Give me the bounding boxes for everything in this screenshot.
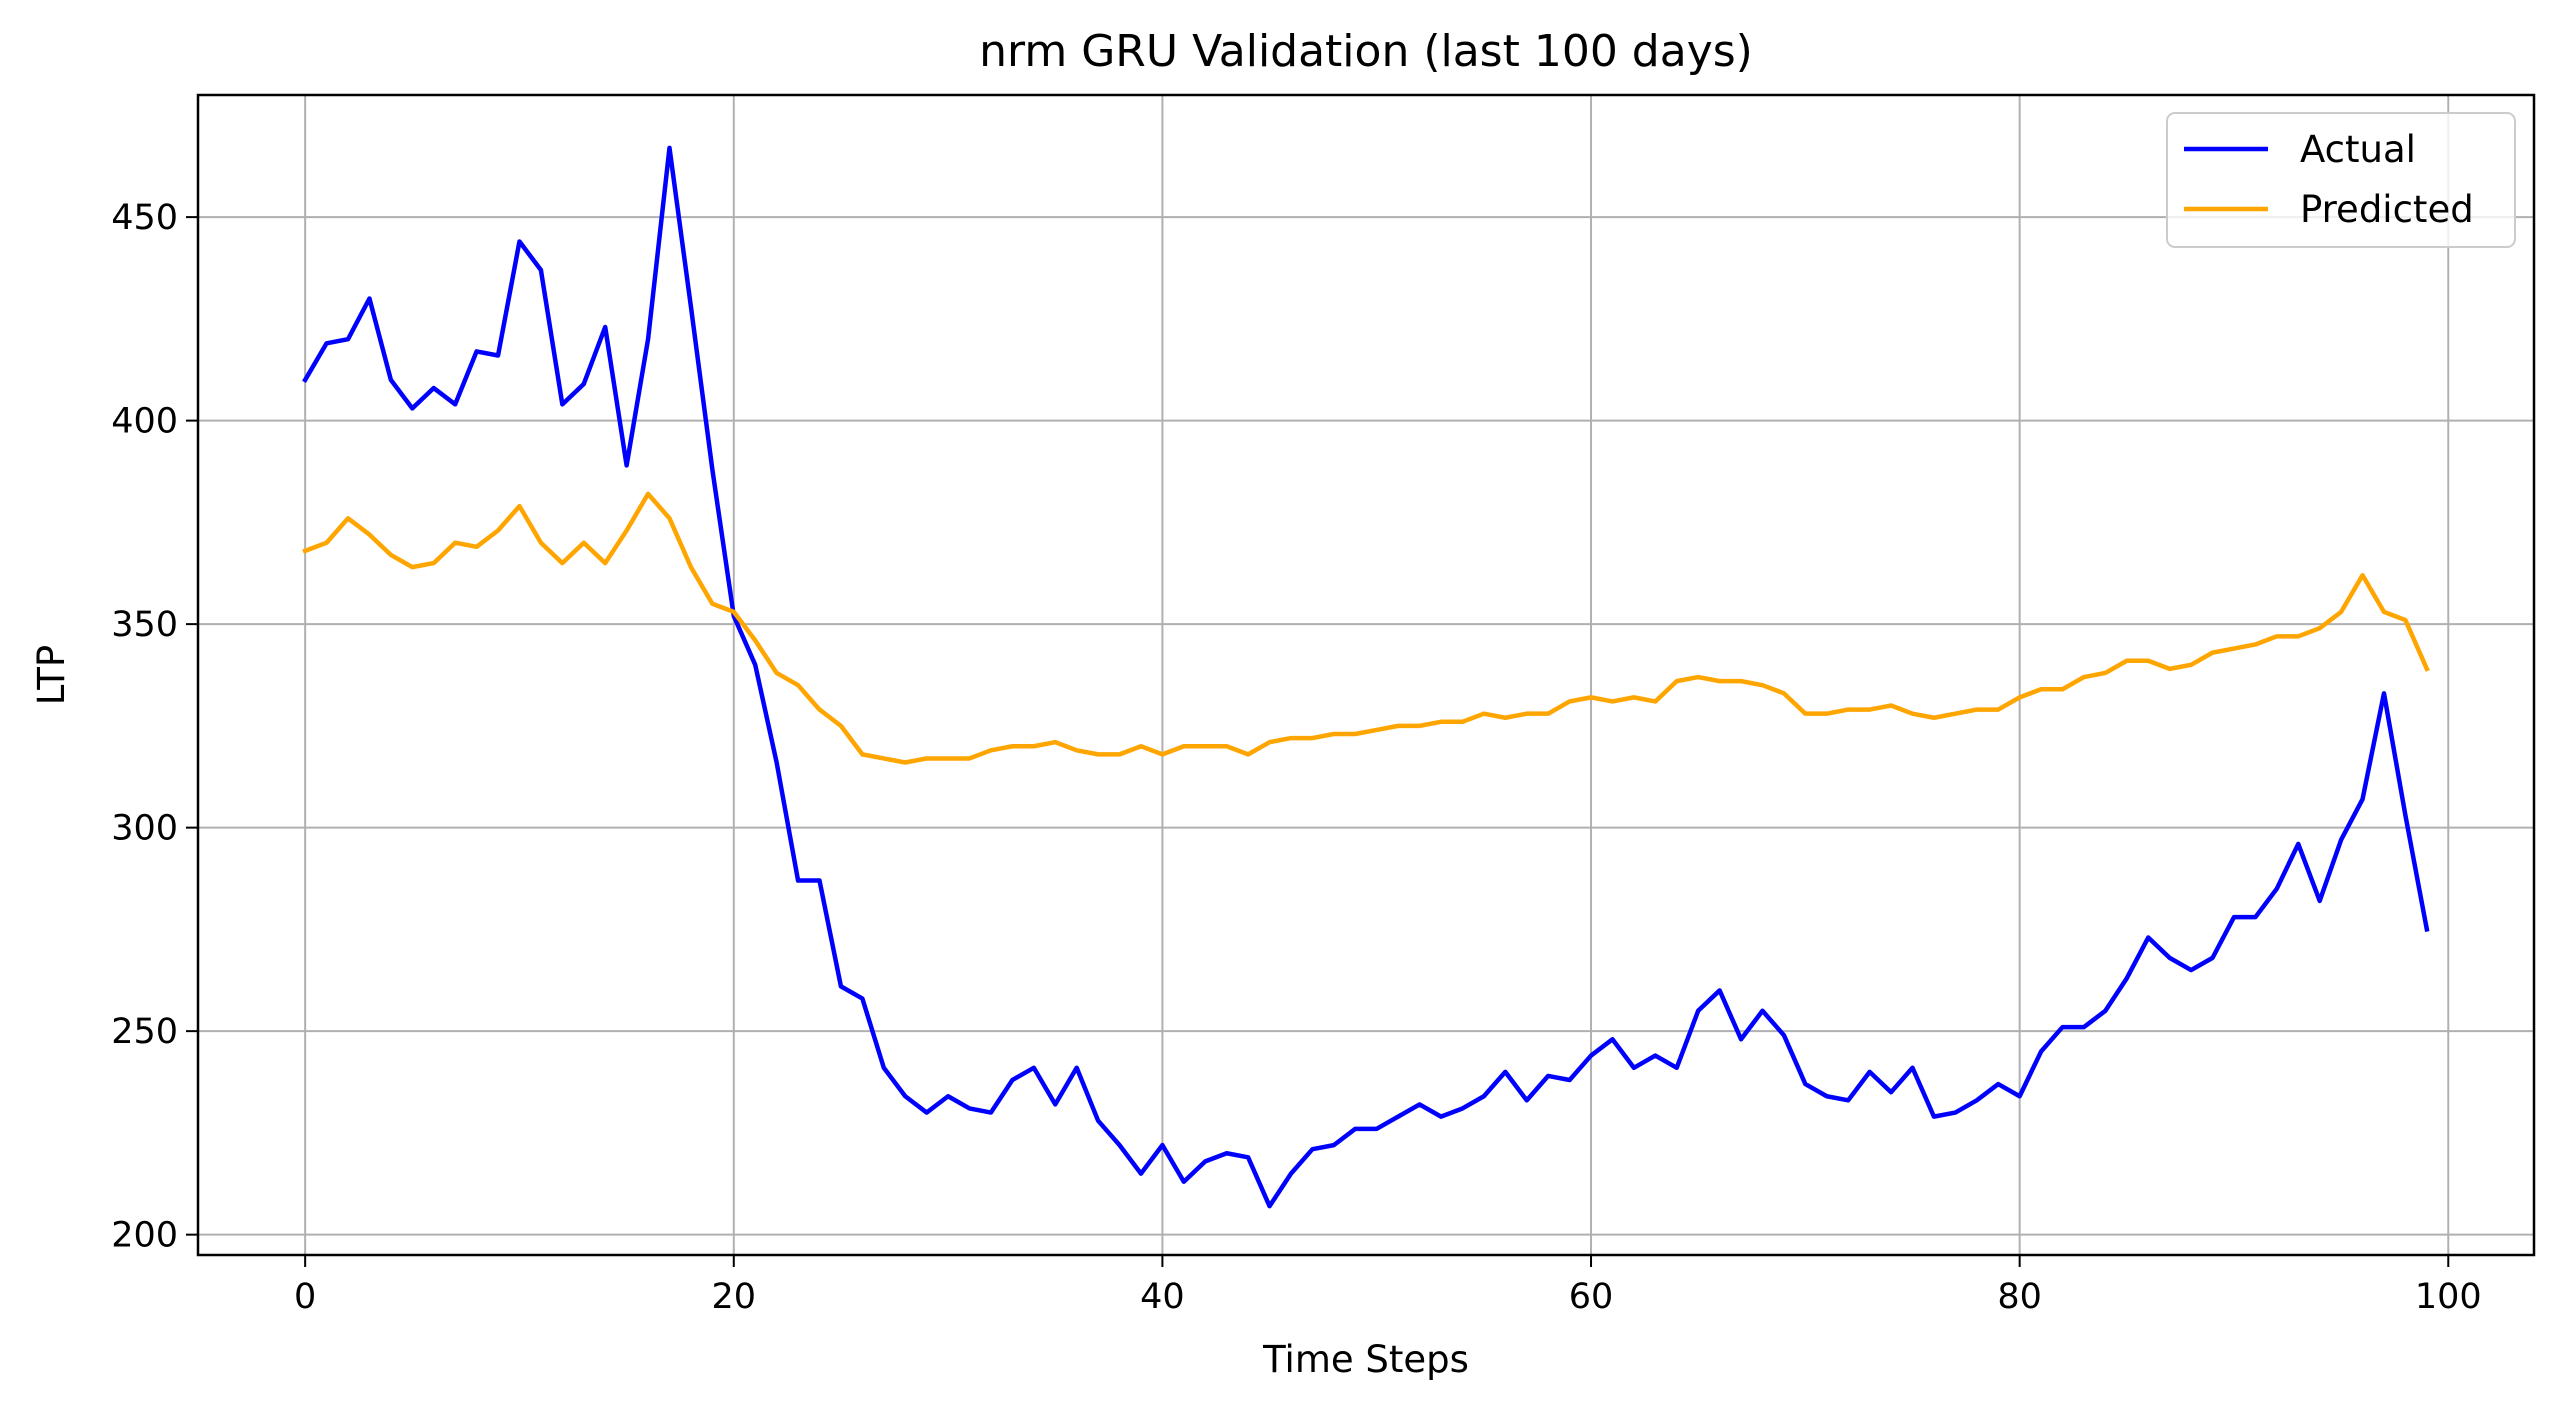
x-tick-label: 20 (712, 1277, 757, 1317)
legend: Actual Predicted (2167, 113, 2515, 247)
grid-lines (198, 95, 2534, 1255)
x-tick-label: 60 (1569, 1277, 1614, 1317)
chart-title: nrm GRU Validation (last 100 days) (979, 26, 1753, 77)
y-axis-label: LTP (30, 645, 73, 705)
y-tick-label: 250 (111, 1012, 178, 1052)
series-line-predicted (305, 494, 2427, 763)
x-tick-label: 0 (294, 1277, 316, 1317)
x-tick-label: 100 (2415, 1277, 2482, 1317)
y-tick-label: 350 (111, 605, 178, 645)
x-tick-label: 40 (1140, 1277, 1185, 1317)
x-axis-label: Time Steps (1262, 1338, 1469, 1381)
y-tick-label: 450 (111, 198, 178, 238)
series-lines (305, 148, 2427, 1206)
series-line-actual (305, 148, 2427, 1206)
legend-label-actual: Actual (2300, 128, 2416, 171)
y-tick-label: 200 (111, 1216, 178, 1256)
y-tick-label: 400 (111, 402, 178, 442)
legend-label-predicted: Predicted (2300, 188, 2474, 231)
plot-frame (198, 95, 2534, 1255)
axis-ticks: 0 20 40 60 80 100 200 250 300 350 400 450 (111, 198, 2481, 1317)
y-tick-label: 300 (111, 809, 178, 849)
x-tick-label: 80 (1997, 1277, 2042, 1317)
